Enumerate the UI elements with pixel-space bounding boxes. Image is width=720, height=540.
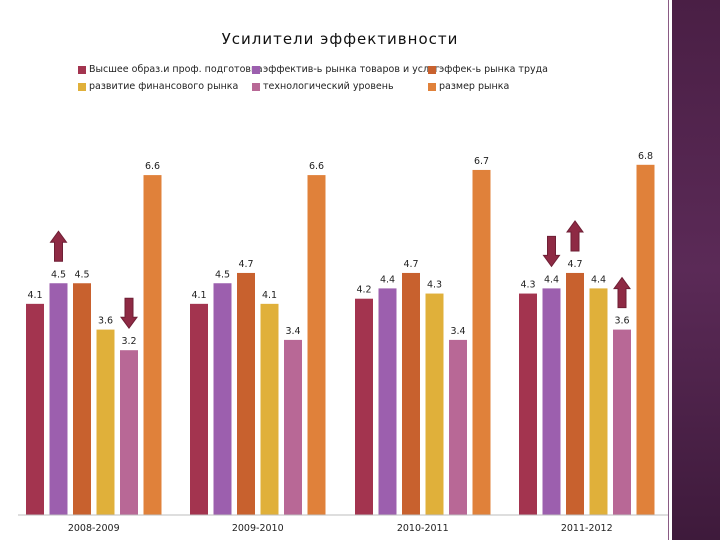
bar-3-1 [355, 298, 373, 515]
data-label-3-5: 3.4 [450, 326, 465, 337]
legend-swatch-5 [252, 82, 260, 91]
data-label-4-3: 4.7 [567, 259, 582, 270]
category-label-4: 2011-2012 [561, 523, 613, 534]
arrow-down-icon-2 [120, 297, 138, 330]
bar-3-3 [402, 272, 420, 515]
data-label-2-6: 6.6 [309, 161, 324, 172]
data-label-3-2: 4.4 [380, 274, 395, 285]
bar-4-6 [636, 164, 655, 516]
category-label-2: 2009-2010 [232, 523, 284, 534]
legend-swatch-2 [252, 65, 260, 74]
bar-1-5 [120, 350, 138, 515]
data-label-1-6: 6.6 [145, 161, 160, 172]
data-label-3-1: 4.2 [356, 285, 371, 296]
bar-4-4 [589, 288, 608, 515]
data-label-1-1: 4.1 [27, 290, 42, 301]
legend-swatch-4 [78, 82, 86, 91]
legend-item-4: развитие финансового рынка [78, 81, 238, 92]
legend-label-6: размер рынка [439, 81, 510, 92]
decorative-side-panel [672, 0, 720, 540]
bar-2-4 [260, 303, 279, 515]
legend-swatch-3 [428, 65, 436, 74]
data-label-1-4: 3.6 [98, 316, 113, 327]
data-label-1-3: 4.5 [74, 269, 89, 280]
decorative-divider [668, 0, 669, 540]
bar-2-2 [213, 283, 232, 515]
data-label-1-2: 4.5 [51, 269, 66, 280]
bar-4-1 [519, 293, 537, 515]
bar-3-6 [472, 169, 491, 515]
legend-item-1: Высшее образ.и проф. подготовка [78, 64, 263, 75]
bar-1-6 [143, 175, 162, 515]
bar-2-6 [307, 175, 326, 515]
arrow-up-icon-4 [566, 220, 584, 252]
data-label-1-5: 3.2 [121, 336, 136, 347]
bar-1-3 [73, 283, 91, 515]
bar-4-2 [542, 288, 561, 515]
legend-label-5: технологический уровень [263, 81, 394, 92]
bar-1-2 [49, 283, 68, 515]
legend-label-1: Высшее образ.и проф. подготовка [89, 64, 263, 75]
legend-swatch-1 [78, 65, 86, 74]
legend-swatch-6 [428, 82, 436, 91]
data-label-3-3: 4.7 [403, 259, 418, 270]
category-label-3: 2010-2011 [397, 523, 449, 534]
bar-2-5 [284, 339, 302, 515]
data-label-4-5: 3.6 [614, 316, 629, 327]
data-label-2-5: 3.4 [285, 326, 300, 337]
data-label-4-2: 4.4 [544, 274, 559, 285]
bar-3-2 [378, 288, 397, 515]
legend-label-2: эффектив-ь рынка товаров и услуг [263, 64, 440, 75]
category-label-1: 2008-2009 [68, 523, 120, 534]
arrow-up-icon-5 [613, 276, 631, 309]
arrow-down-icon-3 [542, 235, 561, 268]
data-label-2-1: 4.1 [191, 290, 206, 301]
data-label-4-1: 4.3 [520, 280, 535, 291]
data-label-3-6: 6.7 [474, 156, 489, 167]
legend-item-5: технологический уровень [252, 81, 394, 92]
bar-4-3 [566, 272, 584, 515]
chart-title: Усилители эффективности [221, 30, 459, 48]
bar-3-4 [425, 293, 444, 515]
data-label-2-2: 4.5 [215, 269, 230, 280]
bar-2-1 [190, 303, 208, 515]
legend-label-4: развитие финансового рынка [89, 81, 239, 92]
legend-item-3: эффек-ь рынка труда [428, 64, 548, 75]
legend-item-2: эффектив-ь рынка товаров и услуг [252, 64, 440, 75]
arrow-up-icon-1 [49, 230, 68, 262]
legend-item-6: размер рынка [428, 81, 509, 92]
bar-1-4 [96, 329, 115, 515]
data-label-3-4: 4.3 [427, 280, 442, 291]
data-label-2-4: 4.1 [262, 290, 277, 301]
bar-4-5 [613, 329, 631, 515]
legend-label-3: эффек-ь рынка труда [439, 64, 548, 75]
bar-2-3 [237, 272, 255, 515]
bar-1-1 [26, 303, 44, 515]
data-label-4-6: 6.8 [638, 151, 653, 162]
bar-3-5 [449, 339, 467, 515]
data-label-4-4: 4.4 [591, 274, 606, 285]
data-label-2-3: 4.7 [238, 259, 253, 270]
